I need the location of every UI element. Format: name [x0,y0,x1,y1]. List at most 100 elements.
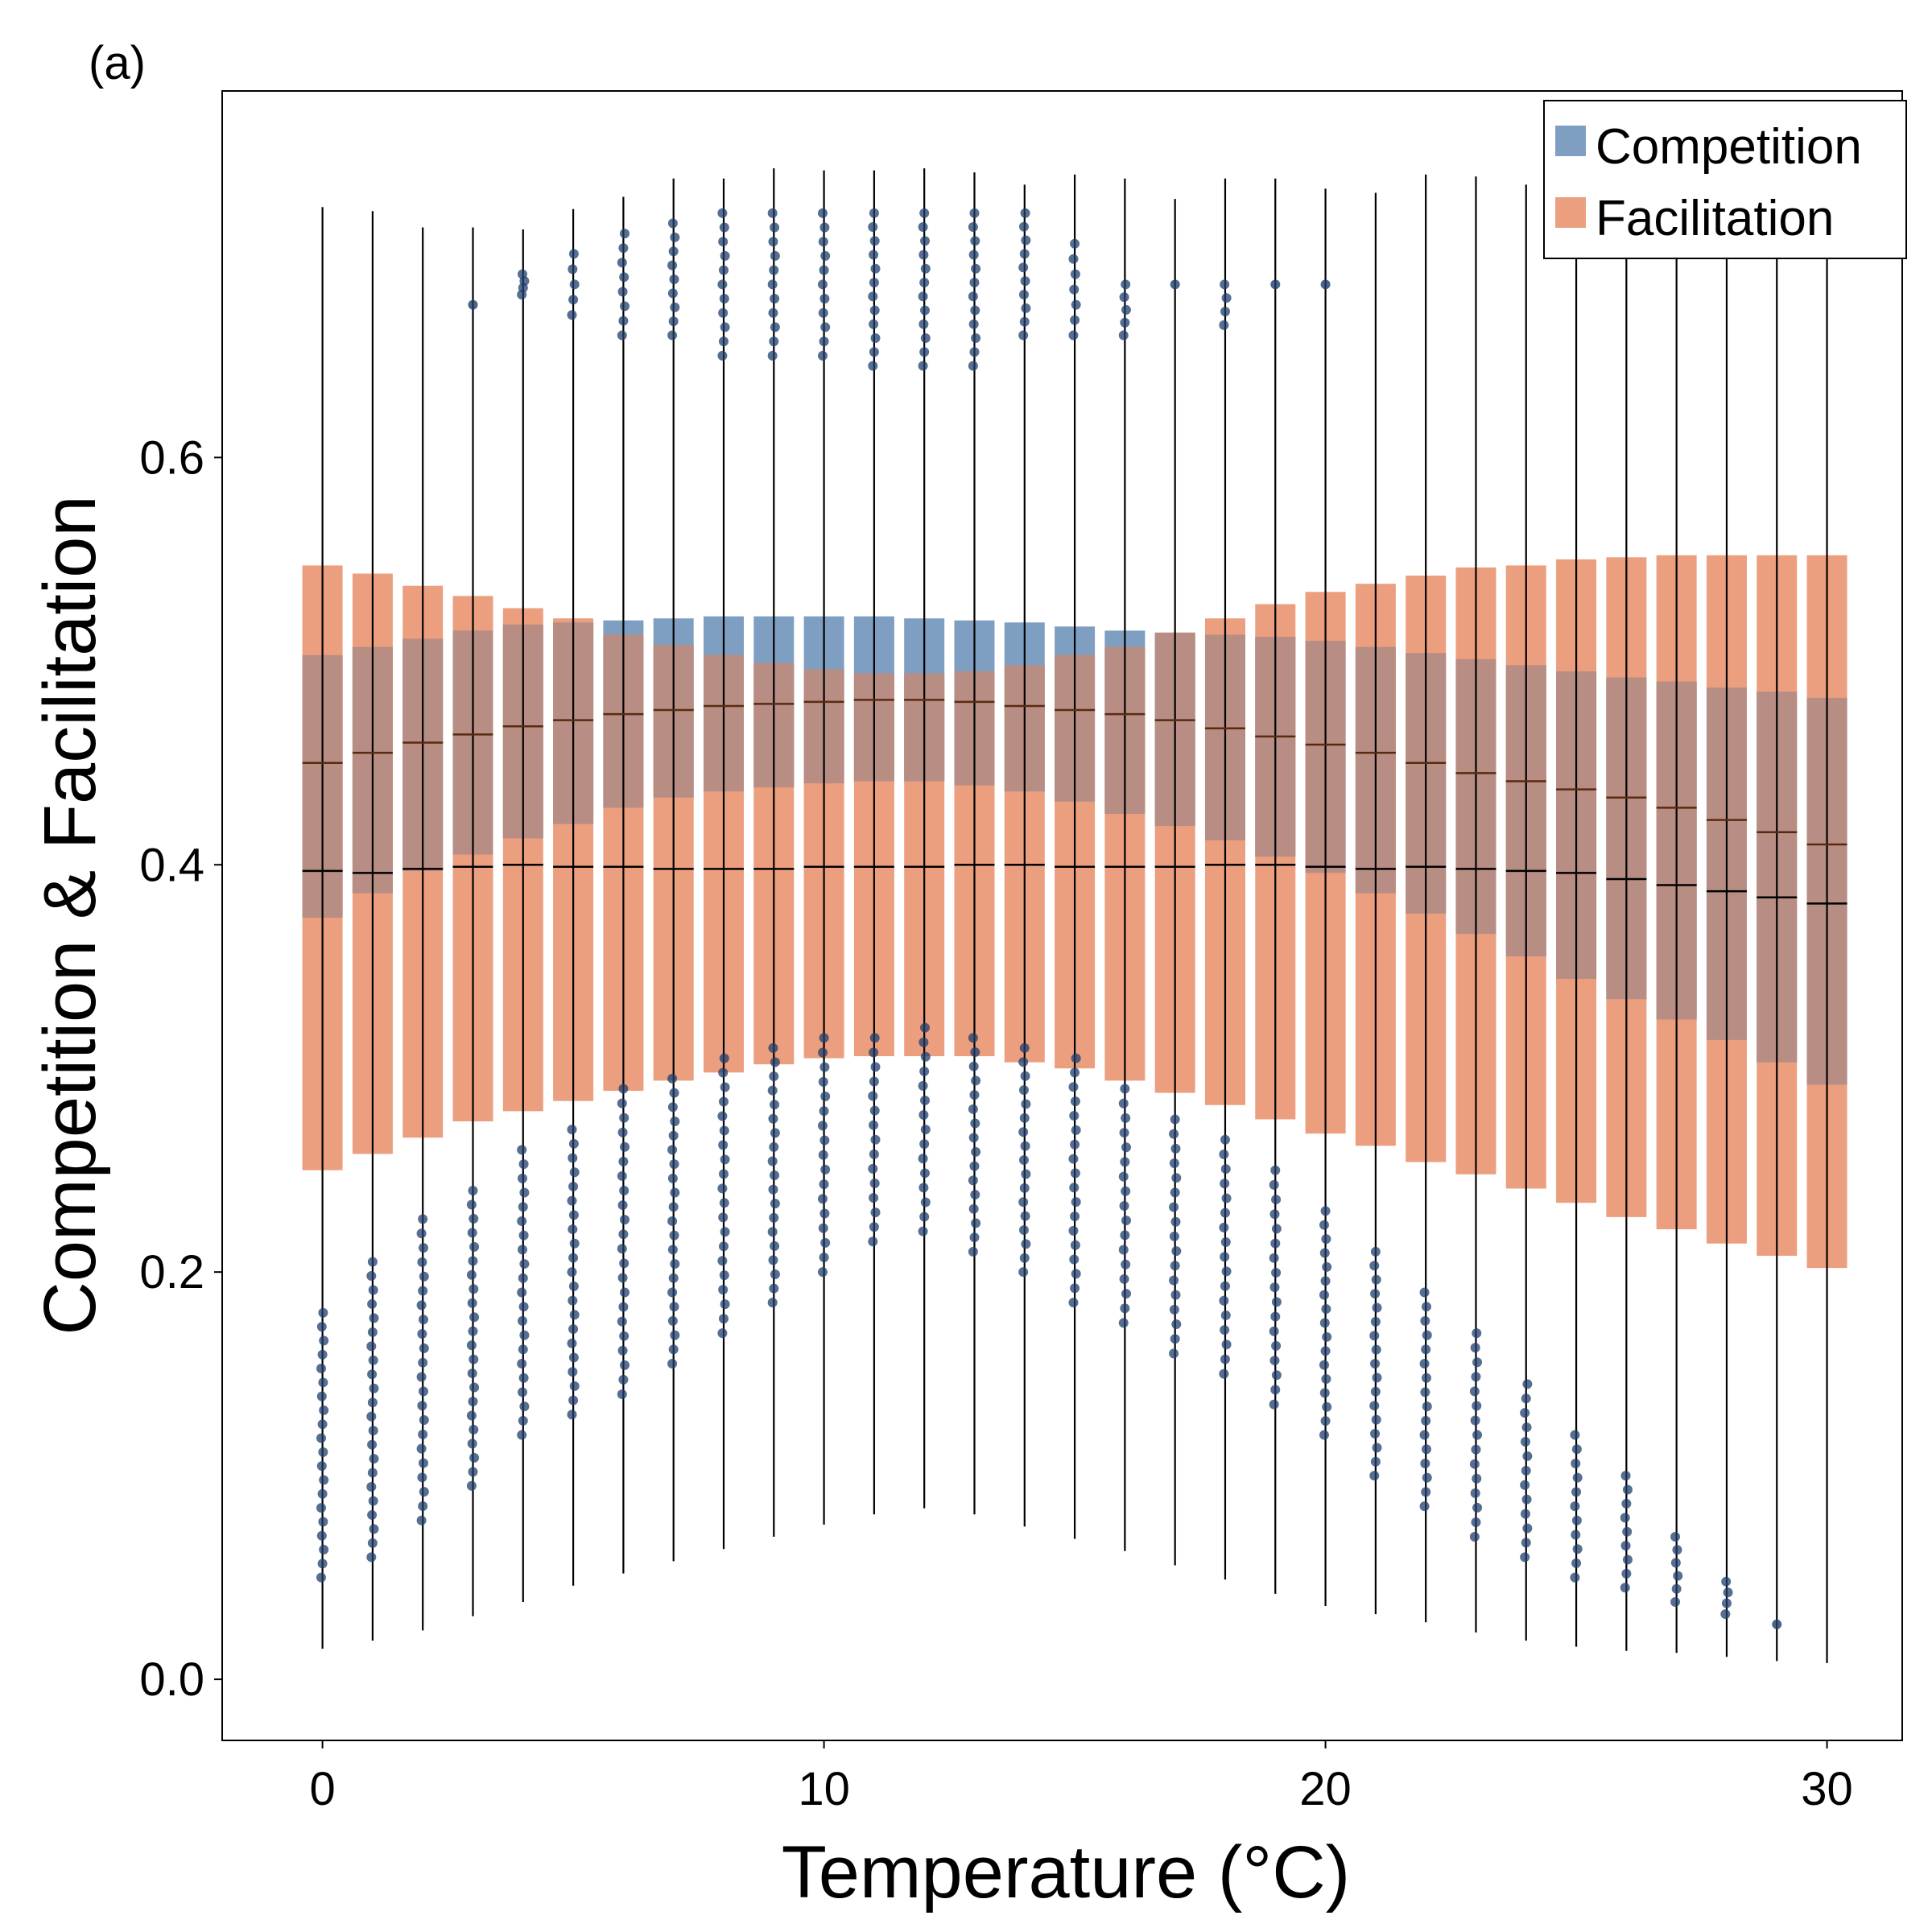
outlier-point [670,1259,680,1269]
outlier-point [366,1341,377,1352]
outlier-point [519,1259,530,1269]
outlier-point [818,308,828,318]
outlier-point [819,1179,829,1190]
outlier-point [1220,1252,1230,1262]
outlier-point [1321,1373,1331,1384]
outlier-point [1170,1143,1181,1154]
outlier-point [670,302,680,312]
outlier-point [919,208,930,218]
outlier-point [619,1215,630,1225]
outlier-point [869,305,880,316]
outlier-point [368,1426,378,1436]
outlier-point [1472,1473,1482,1484]
outlier-point [316,1461,327,1472]
outlier-point [568,1224,578,1235]
outlier-point [1270,1311,1281,1322]
outlier-point [1422,1402,1432,1412]
outlier-point [869,1178,880,1188]
outlier-point [1319,1360,1329,1370]
outlier-point [1019,316,1030,327]
outlier-point [1118,1098,1129,1108]
outlier-point [1620,1583,1630,1593]
outlier-point [367,1439,378,1450]
outlier-point [819,1062,830,1072]
outlier-point [1120,317,1130,328]
outlier-point [667,1173,678,1183]
outlier-point [1472,1328,1482,1339]
outlier-point [1119,292,1129,303]
outlier-point [619,301,630,312]
outlier-point [1220,1134,1230,1145]
outlier-point [1169,1304,1179,1315]
outlier-point [770,1199,780,1209]
outlier-point [619,229,630,239]
outlier-point [919,250,929,260]
outlier-point [1220,307,1230,317]
outlier-point [718,1096,729,1107]
outlier-point [517,1359,527,1369]
outlier-point [869,1076,879,1087]
outlier-point [418,1429,428,1439]
panel-label: (a) [89,37,146,89]
outlier-point [1269,1282,1280,1293]
outlier-point [718,1169,729,1179]
outlier-point [518,1302,529,1312]
outlier-point [1070,1283,1080,1294]
outlier-point [719,1198,729,1208]
outlier-point [770,222,780,233]
outlier-point [968,291,978,302]
outlier-point [619,1331,630,1341]
outlier-point [1169,1158,1179,1169]
outlier-point [667,1359,678,1369]
outlier-point [567,1125,577,1135]
outlier-point [619,1258,630,1269]
outlier-point [819,1033,829,1043]
outlier-point [920,1125,931,1135]
outlier-point [568,249,579,259]
outlier-point [419,1487,429,1497]
outlier-point [717,279,728,290]
outlier-point [419,1271,429,1282]
outlier-point [818,1076,828,1087]
outlier-point [718,308,729,318]
outlier-point [469,1424,479,1435]
outlier-point [1269,1356,1280,1366]
outlier-point [368,1496,378,1506]
outlier-point [869,319,879,329]
outlier-point [317,1558,328,1569]
outlier-point [1572,1544,1583,1554]
outlier-point [820,1092,831,1102]
outlier-point [718,237,729,247]
outlier-point [1422,1330,1432,1340]
outlier-point [969,278,980,288]
outlier-point [618,243,629,254]
outlier-point [567,1267,577,1278]
outlier-point [1070,1240,1080,1250]
outlier-point [1369,1401,1380,1411]
outlier-point [1421,1415,1431,1426]
outlier-point [1670,1532,1681,1542]
outlier-point [770,1269,780,1279]
outlier-point [1169,1202,1179,1212]
outlier-point [717,1183,728,1194]
outlier-point [1020,276,1030,287]
outlier-point [969,347,980,357]
outlier-point [517,1245,527,1255]
outlier-point [1622,1484,1633,1495]
outlier-point [720,1227,730,1237]
outlier-point [1371,1414,1381,1425]
outlier-point [1269,1253,1279,1263]
outlier-point [1169,1348,1179,1359]
outlier-point [617,1345,628,1356]
outlier-point [1721,1576,1732,1587]
outlier-point [517,1173,527,1183]
outlier-point [617,1098,627,1108]
outlier-point [568,1324,579,1335]
outlier-point [1622,1554,1633,1565]
outlier-point [1021,1239,1031,1249]
outlier-point [417,1401,427,1411]
outlier-point [468,299,478,310]
outlier-point [1220,1164,1231,1174]
outlier-point [466,1199,477,1210]
outlier-point [317,1488,328,1499]
